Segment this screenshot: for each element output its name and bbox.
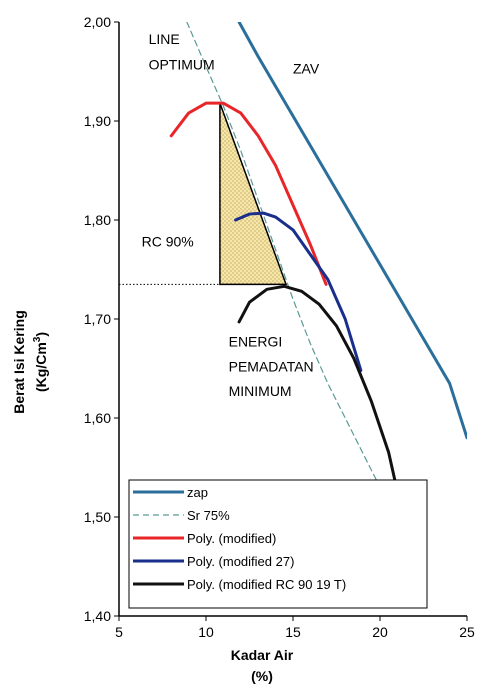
y-tick-label: 1,80	[84, 212, 111, 228]
series-line-4	[237, 284, 403, 509]
annotation-label: RC 90%	[142, 234, 194, 250]
annotation-label: OPTIMUM	[149, 57, 215, 73]
rc90-shaded-region	[219, 102, 288, 286]
y-axis-unit-sup: 3	[32, 336, 43, 342]
x-tick-label: 15	[285, 624, 301, 640]
annotations: LINE OPTIMUM ZAV RC 90% ENERGI PEMADATAN MINIM…	[142, 31, 320, 399]
y-ticks: 1,40 1,50 1,60 1,70 1,80 1,90 2,00	[84, 14, 119, 624]
x-tick-label: 10	[198, 624, 214, 640]
y-tick-label: 2,00	[84, 14, 111, 30]
legend-label-4: Poly. (modified RC 90 19 T)	[187, 577, 346, 592]
annotation-label: PEMADATAN	[229, 358, 314, 374]
legend: zap Sr 75% Poly. (modified) Poly. (modified…	[128, 479, 428, 609]
y-tick-label: 1,50	[84, 509, 111, 525]
series-line-2	[169, 101, 328, 286]
x-tick-label: 25	[459, 624, 475, 640]
legend-label-3: Poly. (modified 27)	[187, 554, 294, 569]
series-line-0	[237, 22, 467, 440]
y-tick-label: 1,40	[84, 608, 111, 624]
legend-label-2: Poly. (modified)	[187, 531, 276, 546]
x-axis-title: Kadar Air	[231, 647, 294, 663]
y-axis-title-group: Berat Isi Kering (Kg/Cm3)	[11, 310, 49, 413]
x-tick-label: 20	[372, 624, 388, 640]
y-axis-unit-main: (Kg/Cm	[33, 342, 49, 392]
y-axis-title: Berat Isi Kering	[11, 310, 27, 413]
y-tick-label: 1,60	[84, 410, 111, 426]
annotation-label: LINE	[149, 31, 180, 47]
y-axis-unit-close: )	[33, 332, 49, 337]
series-line-3	[234, 211, 363, 372]
legend-label-0: zap	[187, 485, 208, 500]
annotation-label: MINIMUM	[229, 383, 292, 399]
x-ticks: 5 10 15 20 25	[115, 616, 475, 640]
legend-label-1: Sr 75%	[187, 508, 230, 523]
y-tick-label: 1,90	[84, 113, 111, 129]
y-tick-label: 1,70	[84, 311, 111, 327]
x-tick-label: 5	[115, 624, 123, 640]
x-axis-unit: (%)	[251, 668, 273, 684]
shaded-region-layer	[219, 102, 288, 286]
y-axis-unit: (Kg/Cm3)	[32, 332, 49, 392]
annotation-label: ZAV	[293, 60, 320, 76]
annotation-label: ENERGI	[229, 334, 283, 350]
legend-box	[128, 479, 428, 609]
